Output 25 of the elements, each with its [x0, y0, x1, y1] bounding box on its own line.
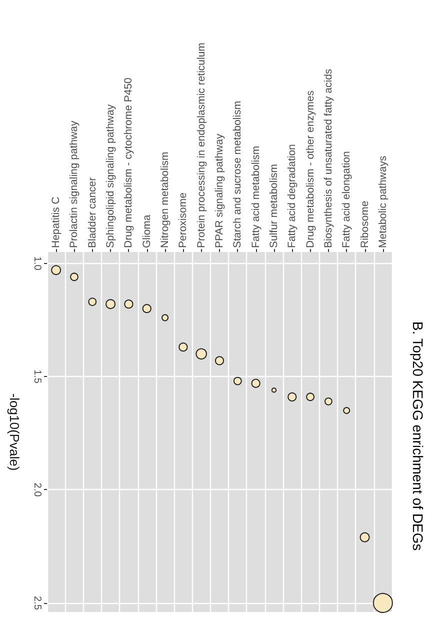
x-tick-label: Sulfur metabolism — [268, 164, 280, 248]
x-tick-label: Starch and sucrose metabolism — [232, 100, 244, 248]
x-tick-label: Drug metabolism - other enzymes — [304, 90, 316, 248]
x-tick-label: Sphingolipid signaling pathway — [104, 104, 117, 248]
x-tick-label: Fatty acid elongation — [340, 150, 353, 248]
y-axis-title: -log10(Pvale) — [7, 393, 22, 471]
y-tick-label: 1.0 — [32, 256, 42, 271]
y-tick-label: 1.5 — [32, 370, 42, 384]
y-tick-label: 2.0 — [32, 482, 42, 498]
x-tick-label: PPAR signaling pathway — [214, 133, 226, 248]
text: B. Top20 KEGG enrichment of DEGs — [410, 321, 426, 551]
x-tick-label: Drug metabolism - cytochrome P450 — [122, 77, 135, 248]
x-tick-label: Glioma — [140, 214, 153, 248]
x-tick-label: Peroxisome — [177, 192, 190, 248]
x-tick-label: Bladder cancer — [86, 176, 98, 248]
x-tick-label: Metabolic pathways — [376, 156, 389, 248]
x-tick-label: Fatty acid degradation — [286, 144, 298, 248]
x-tick-label: Ribosome — [358, 200, 371, 248]
y-tick-label: 2.5 — [32, 596, 42, 610]
x-tick-label: Biosynthesis of unsaturated fatty acids — [322, 68, 334, 248]
x-tick-label: Protein processing in endoplasmic reticulum — [195, 42, 208, 248]
x-tick-label: Hepatitis C — [50, 196, 62, 248]
x-tick-label: Nitrogen metabolism — [159, 151, 172, 248]
x-tick-label: Fatty acid metabolism — [250, 146, 262, 248]
x-tick-label: Prolactin signaling pathway — [68, 120, 80, 248]
